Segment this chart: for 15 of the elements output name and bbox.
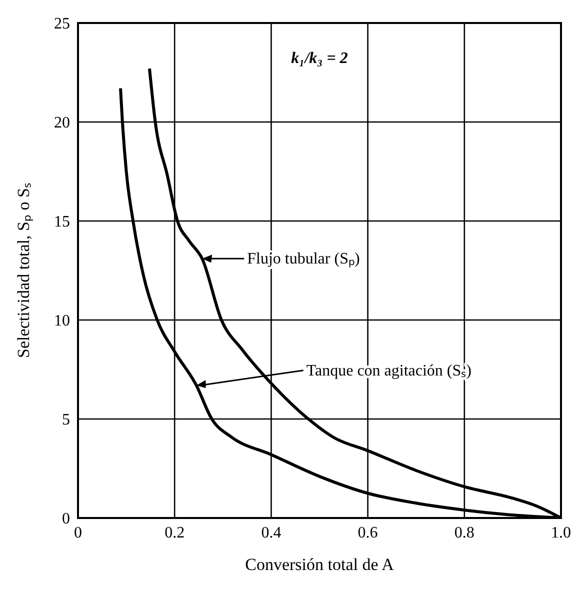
x-axis-title: Conversión total de A [245, 555, 395, 574]
x-tick-label: 1.0 [551, 524, 571, 542]
y-tick-label: 0 [62, 510, 70, 528]
x-tick-label: 0.4 [261, 524, 282, 542]
y-tick-label: 25 [54, 16, 70, 33]
x-tick-label: 0 [74, 524, 82, 542]
y-tick-label: 10 [54, 312, 70, 330]
x-tick-label: 0.6 [358, 524, 378, 542]
y-tick-label: 15 [54, 214, 70, 231]
x-tick-label: 0.8 [454, 524, 474, 542]
y-tick-label: 5 [62, 412, 70, 429]
annotation: k₁/k₃ = 2 [291, 50, 348, 67]
y-axis-title: Selectividad total, Sₚ o Sₛ [14, 183, 34, 358]
x-tick-label: 0.2 [164, 524, 185, 542]
y-tick-label: 20 [54, 114, 70, 132]
